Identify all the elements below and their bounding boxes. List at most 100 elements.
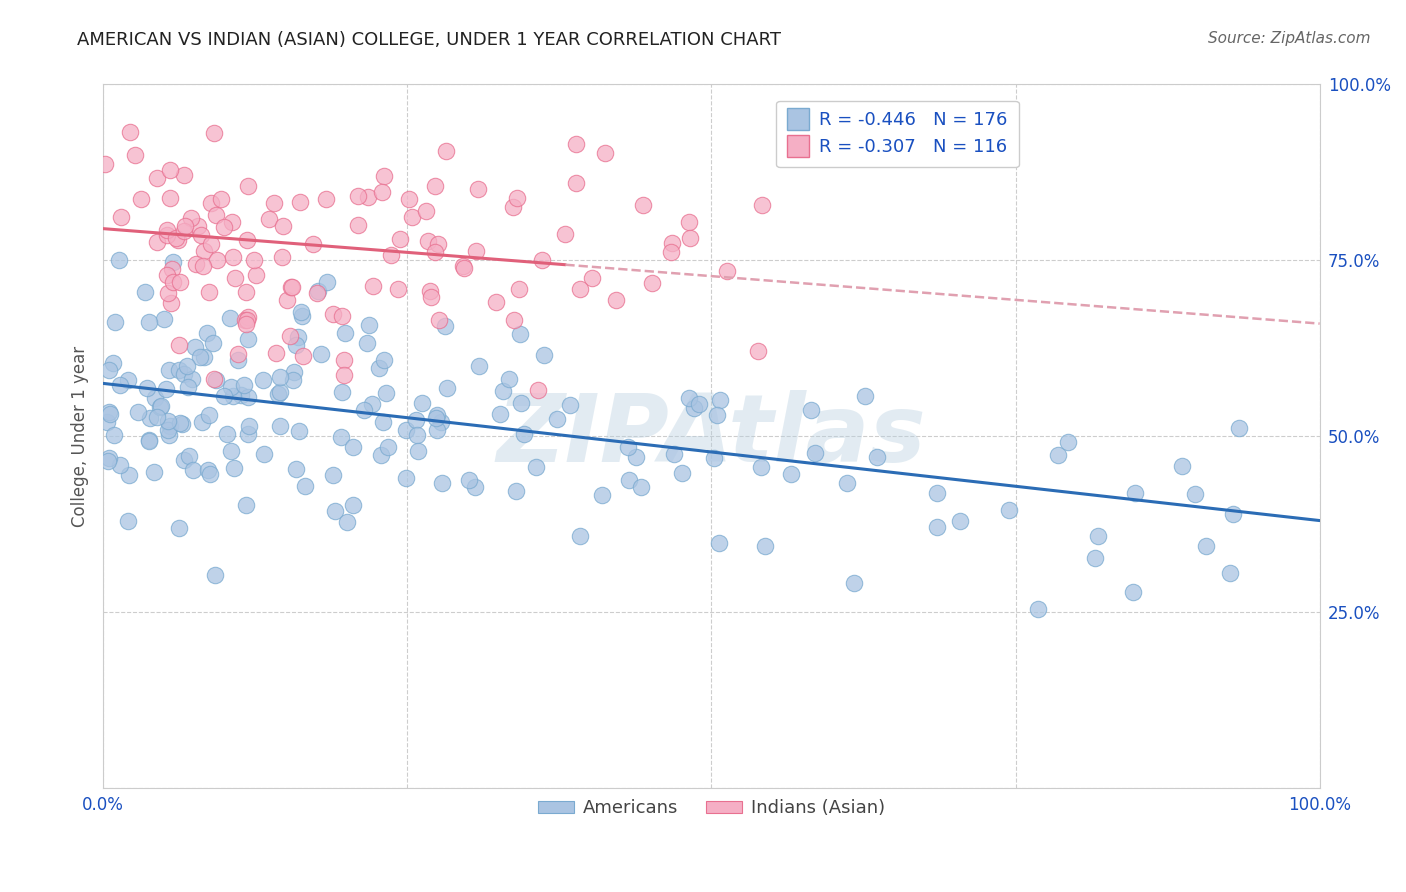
Point [238, 179, 260, 194]
Point [706, 408, 728, 422]
Point [157, 428, 180, 442]
Point [145, 410, 167, 425]
Point [94, 157, 117, 171]
Point [193, 260, 215, 274]
Point [235, 318, 257, 332]
Point [401, 211, 423, 225]
Point [245, 268, 267, 282]
Point [183, 463, 205, 477]
Point [380, 248, 402, 262]
Point [624, 450, 647, 464]
Point [835, 476, 858, 491]
Point [1219, 566, 1241, 580]
Point [202, 372, 225, 386]
Point [997, 503, 1019, 517]
Text: AMERICAN VS INDIAN (ASIAN) COLLEGE, UNDER 1 YEAR CORRELATION CHART: AMERICAN VS INDIAN (ASIAN) COLLEGE, UNDE… [77, 31, 782, 49]
Point [842, 575, 865, 590]
Point [925, 486, 948, 500]
Point [512, 426, 534, 441]
Point [169, 363, 191, 377]
Point [464, 480, 486, 494]
Point [468, 359, 491, 374]
Point [406, 427, 429, 442]
Point [108, 377, 131, 392]
Point [103, 315, 125, 329]
Point [243, 252, 266, 267]
Point [533, 348, 555, 362]
Point [173, 224, 195, 238]
Point [307, 284, 329, 298]
Point [367, 360, 389, 375]
Point [503, 312, 526, 326]
Point [370, 448, 392, 462]
Point [389, 232, 412, 246]
Point [751, 198, 773, 212]
Point [138, 434, 160, 448]
Point [488, 407, 510, 421]
Point [426, 237, 449, 252]
Point [201, 336, 224, 351]
Point [436, 381, 458, 395]
Point [347, 218, 370, 232]
Point [664, 447, 686, 461]
Point [357, 189, 380, 203]
Point [373, 415, 395, 429]
Point [233, 313, 256, 327]
Point [678, 215, 700, 229]
Point [205, 373, 228, 387]
Point [235, 233, 257, 247]
Point [631, 198, 654, 212]
Point [118, 125, 141, 139]
Point [591, 488, 613, 502]
Point [281, 373, 304, 387]
Point [800, 403, 823, 417]
Point [110, 458, 132, 472]
Point [458, 473, 481, 487]
Point [547, 411, 569, 425]
Point [219, 443, 242, 458]
Point [1046, 448, 1069, 462]
Point [180, 211, 202, 225]
Point [616, 440, 638, 454]
Point [530, 252, 553, 267]
Point [156, 414, 179, 428]
Point [568, 282, 591, 296]
Point [315, 193, 337, 207]
Point [1227, 420, 1250, 434]
Point [373, 352, 395, 367]
Point [218, 311, 240, 326]
Point [221, 214, 243, 228]
Point [283, 365, 305, 379]
Point [269, 418, 291, 433]
Point [1057, 435, 1080, 450]
Point [509, 326, 531, 341]
Point [506, 191, 529, 205]
Point [427, 313, 450, 327]
Point [347, 189, 370, 203]
Point [425, 179, 447, 194]
Point [98, 451, 121, 466]
Point [173, 168, 195, 182]
Point [143, 466, 166, 480]
Point [342, 440, 364, 454]
Point [605, 293, 627, 307]
Point [330, 309, 353, 323]
Point [398, 192, 420, 206]
Point [143, 391, 166, 405]
Point [96, 415, 118, 429]
Point [224, 271, 246, 285]
Point [659, 245, 682, 260]
Point [803, 446, 825, 460]
Y-axis label: College, Under 1 year: College, Under 1 year [72, 345, 89, 526]
Point [322, 307, 344, 321]
Point [287, 330, 309, 344]
Point [238, 418, 260, 433]
Point [169, 416, 191, 430]
Point [291, 349, 314, 363]
Point [505, 484, 527, 499]
Point [253, 447, 276, 461]
Point [425, 245, 447, 260]
Point [200, 195, 222, 210]
Point [97, 454, 120, 468]
Point [370, 186, 392, 200]
